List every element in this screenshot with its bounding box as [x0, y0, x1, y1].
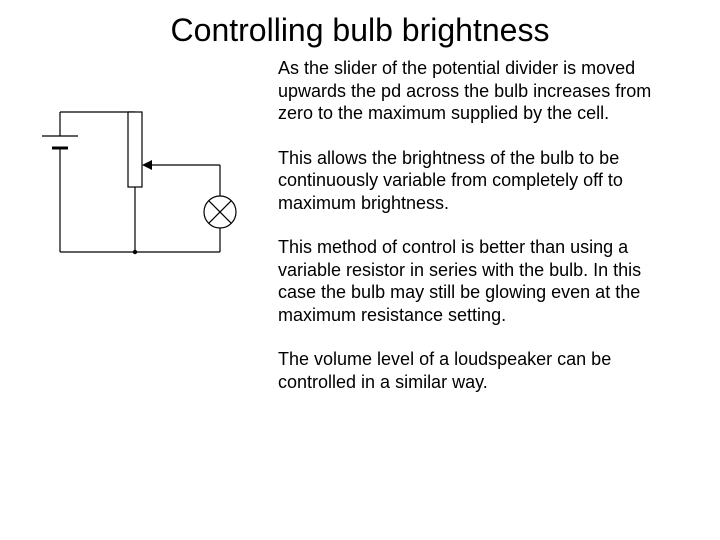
- paragraph-1: As the slider of the potential divider i…: [278, 57, 680, 125]
- text-column: As the slider of the potential divider i…: [270, 57, 700, 415]
- paragraph-4: The volume level of a loudspeaker can be…: [278, 348, 680, 393]
- paragraph-3: This method of control is better than us…: [278, 236, 680, 326]
- paragraph-2: This allows the brightness of the bulb t…: [278, 147, 680, 215]
- circuit-diagram: [20, 57, 270, 415]
- page-title: Controlling bulb brightness: [0, 0, 720, 57]
- circuit-svg: [20, 57, 270, 277]
- content-row: As the slider of the potential divider i…: [0, 57, 720, 415]
